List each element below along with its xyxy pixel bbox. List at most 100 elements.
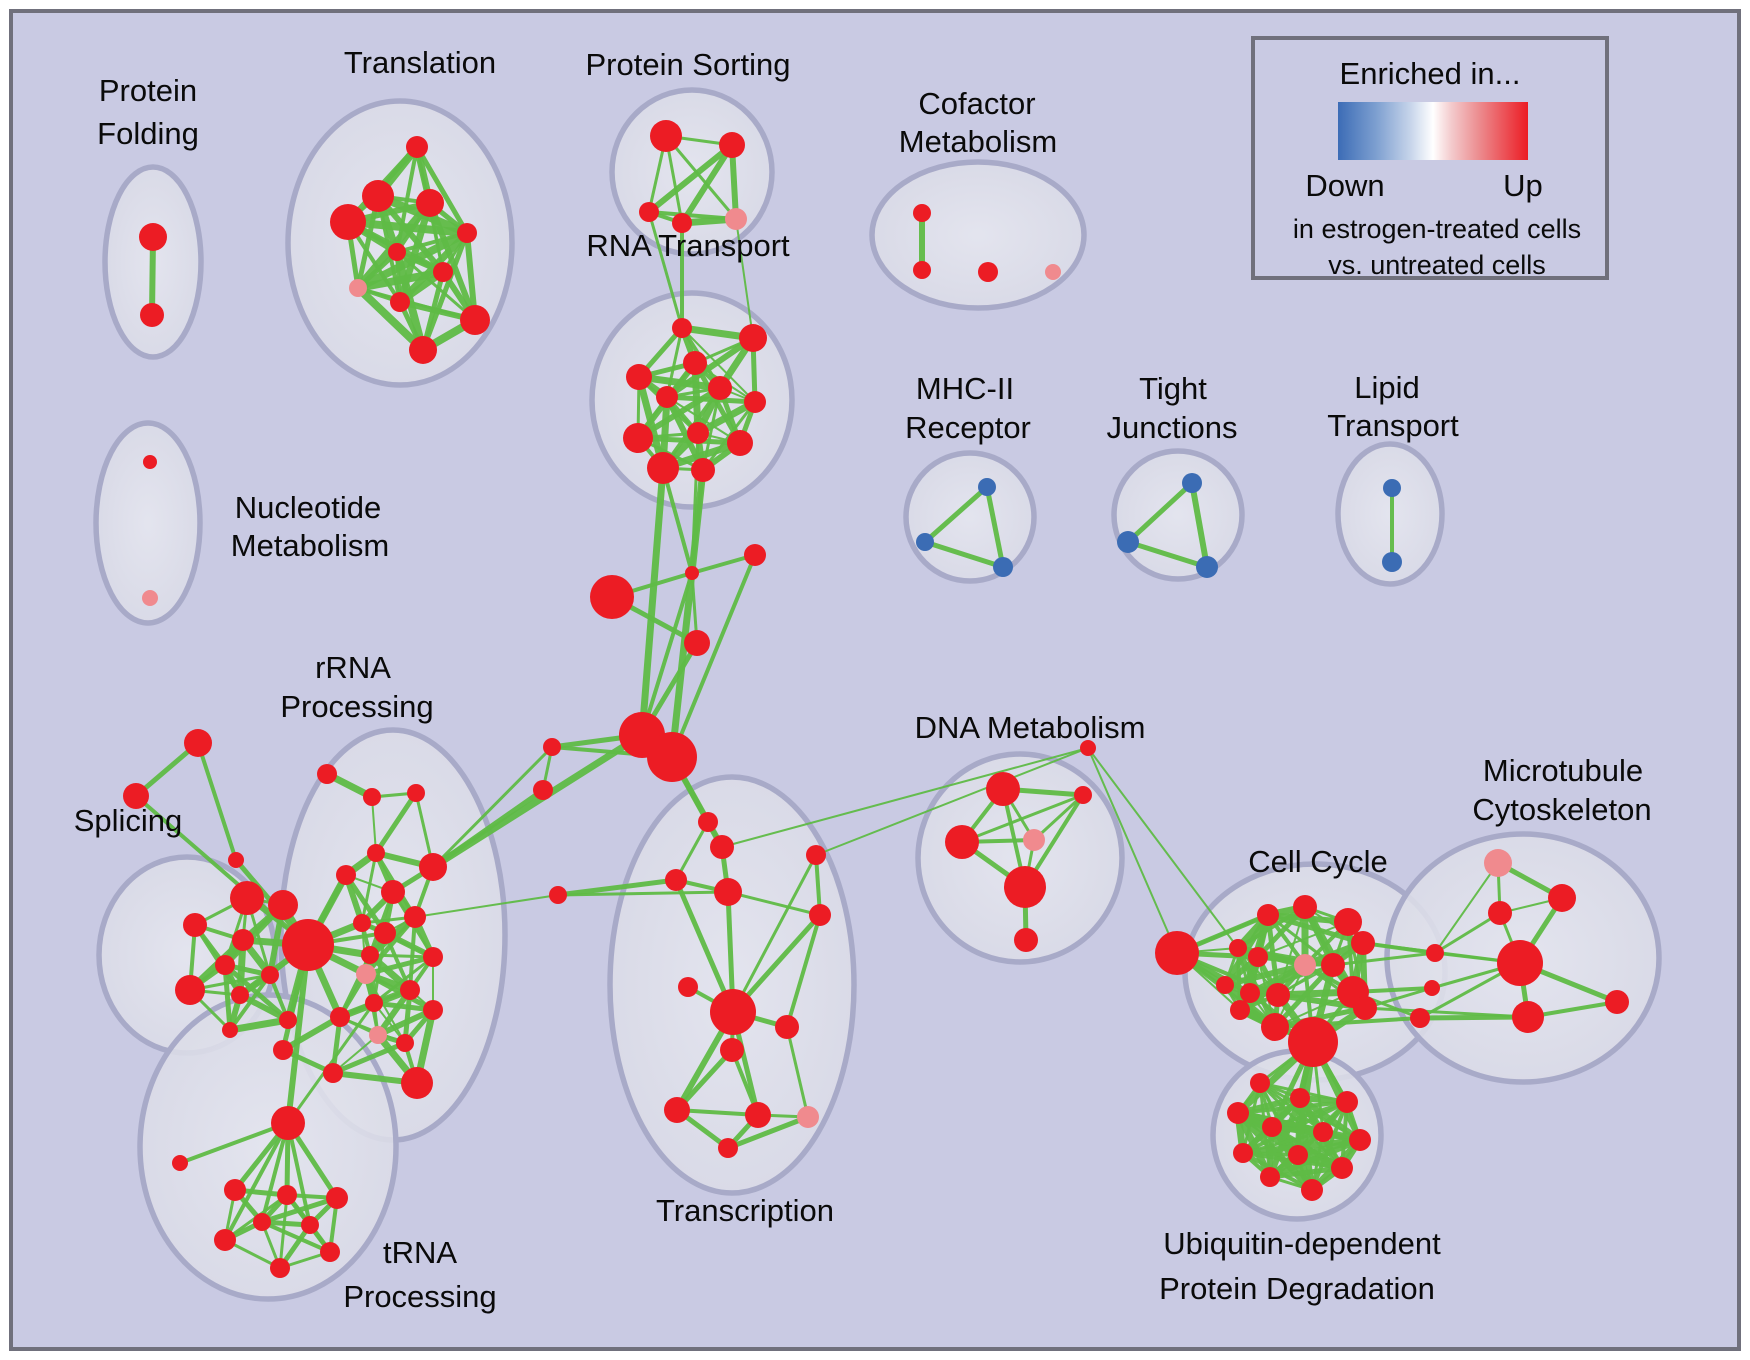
legend-up-label: Up [1503,168,1543,203]
network-node-tc4 [710,989,756,1035]
network-edge-cc11-cc12 [1272,1005,1368,1030]
network-node-pf1 [140,303,164,327]
network-node-tr3 [330,204,366,240]
network-node-tc5 [775,1015,799,1039]
network-edge-tr6-tr7 [354,268,447,292]
network-node-rb0 [273,1040,293,1060]
network-edge-rr16-rb0 [280,1014,343,1053]
network-edge-k0-cc5 [1331,951,1437,967]
network-edge-tj0-tj1 [1125,480,1195,545]
network-node-cc_big [1155,931,1199,975]
network-node-tc8 [664,1097,690,1123]
network-node-tj1 [1117,531,1139,553]
network-edge-tc5-tc6 [785,913,822,1029]
cluster-label-rrna-processing-line1: rRNA [315,650,391,685]
network-node-tn6 [270,1258,290,1278]
network-node-ps2 [639,202,659,222]
cluster-label-protein-folding-line1: Protein [99,73,197,108]
network-node-rt11 [691,458,715,482]
network-node-rr10 [361,946,379,964]
cluster-ellipse-mhc-ii-receptor [903,450,1037,584]
network-edge-tr2-tr9 [427,200,478,323]
network-edge-rt1-rt5 [664,335,756,400]
network-node-mtp [1484,849,1512,877]
network-edge-tc2-tc4 [731,853,818,1014]
network-node-rt1 [739,324,767,352]
network-node-cc0 [1257,904,1279,926]
network-node-rr9 [374,922,396,944]
network-node-cc7 [1229,939,1247,957]
network-node-rr8 [353,914,371,932]
network-node-sp5 [175,975,205,1005]
network-edge-tr0-tr4 [414,144,470,236]
cluster-label-mhc-ii-receptor-line1: MHC-II [916,371,1014,406]
network-edge-tc0-tc4 [673,877,736,1015]
network-node-tr4 [457,223,477,243]
cluster-label-protein-sorting: Protein Sorting [585,47,790,82]
network-edge-rr3-rr8 [360,851,378,925]
network-node-tr6 [433,262,453,282]
network-node-ps3 [672,213,692,233]
network-node-mt0 [1548,884,1576,912]
cluster-label-tight-junctions-line1: Tight [1139,371,1207,406]
network-node-k1 [1424,980,1440,996]
network-node-dm0 [986,772,1020,806]
network-node-th0 [271,1106,305,1140]
network-node-cc12 [1261,1013,1289,1041]
network-edge-rr2-rr3 [373,790,419,856]
network-node-k0 [1426,944,1444,962]
network-node-tn0 [224,1179,246,1201]
network-node-cf0 [913,204,931,222]
network-node-rr15 [423,1000,443,1020]
network-node-rr3 [367,844,385,862]
network-edge-rt11-j5 [668,466,707,761]
legend: Enriched in... Down Up in estrogen-treat… [1251,36,1609,280]
network-edge-c1-m0 [721,747,1089,848]
network-edge-th0-rr14 [286,1001,376,1125]
network-node-tc7 [720,1038,744,1062]
cluster-label-transcription: Transcription [656,1193,834,1228]
network-node-rt0 [672,318,692,338]
network-node-mh1 [916,533,934,551]
network-edge-rr12-rr18 [365,973,406,1044]
network-edge-ub9-ub10 [1267,1165,1345,1180]
network-edge-rr18-rb1 [330,1040,408,1076]
network-node-sp3 [232,929,254,951]
legend-title: Enriched in... [1340,56,1521,91]
network-node-c0 [698,812,718,832]
network-edge-tj0-tj2 [1189,480,1210,570]
network-node-cchuge [1288,1017,1338,1067]
network-node-cc8 [1240,983,1260,1003]
network-node-tr0 [406,136,428,158]
network-node-tc1 [714,878,742,906]
network-node-j6 [543,738,561,756]
network-node-tc2 [806,845,826,865]
network-node-j1 [685,566,699,580]
legend-subtitle-line2: vs. untreated cells [1328,250,1546,280]
cluster-label-lipid-transport-line2: Transport [1327,408,1459,443]
network-node-rr12 [356,964,376,984]
network-edge-dm1-dm3 [1032,793,1085,842]
network-node-cc3 [1351,931,1375,955]
network-node-rb2 [401,1067,433,1099]
cluster-label-rna-transport: RNA Transport [586,228,790,263]
network-node-ub4 [1262,1117,1282,1137]
network-node-rt7 [687,422,709,444]
cluster-label-trna-processing-line1: tRNA [383,1235,457,1270]
network-node-nm0 [143,455,157,469]
legend-subtitle-line1: in estrogen-treated cells [1293,214,1581,244]
network-node-rr17 [369,1026,387,1044]
network-node-cc9 [1266,983,1290,1007]
network-edge-m0-cc_big [1087,747,1178,954]
network-edge-rt10-j1 [661,466,694,575]
network-edge-st0-st2 [196,741,238,862]
network-edge-cc11-mt2 [1363,1006,1530,1019]
network-node-tr5 [388,243,406,261]
network-node-rr1 [363,788,381,806]
network-node-tn3 [214,1229,236,1251]
network-node-tj0 [1182,473,1202,493]
network-edge-k0-mt1 [1433,911,1502,955]
network-node-sp1 [268,890,298,920]
network-node-sp7 [261,966,279,984]
